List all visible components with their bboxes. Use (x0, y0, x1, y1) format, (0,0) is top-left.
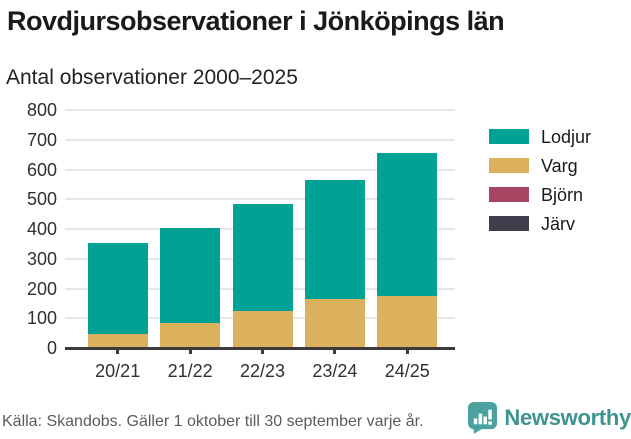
legend-item-lodjur: Lodjur (489, 127, 629, 147)
legend-swatch-lodjur (489, 129, 529, 144)
bar-segment-varg-22-23 (232, 311, 293, 348)
bar-segment-varg-20-21 (87, 333, 148, 348)
legend-item-järv: Järv (489, 214, 629, 234)
bar-segment-lodjur-23-24 (304, 179, 365, 299)
bar-segment-varg-21-22 (160, 322, 221, 348)
x-axis-category-label: 22/23 (239, 361, 286, 381)
bar-segment-varg-24-25 (377, 296, 438, 348)
legend-label: Lodjur (541, 127, 592, 147)
y-axis-tick-label: 500 (26, 189, 57, 210)
x-axis-tick (261, 349, 264, 354)
gridline-500 (65, 198, 455, 201)
newsworthy-logo[interactable]: Newsworthy (467, 401, 631, 434)
bar-segment-varg-23-24 (304, 298, 365, 348)
y-axis-tick-label: 0 (46, 338, 57, 358)
x-axis-tick (333, 349, 337, 354)
legend-item-varg: Varg (489, 156, 629, 176)
page-title: Rovdjursobservationer i Jönköpings län (7, 6, 505, 36)
bar-segment-lodjur-24-25 (377, 152, 438, 297)
y-axis-tick-label: 200 (26, 278, 57, 299)
y-axis-tick-label: 700 (26, 129, 57, 150)
legend-label: Varg (541, 156, 578, 176)
chart-subtitle: Antal observationer 2000–2025 (6, 66, 298, 89)
newsworthy-bubble-chart-icon (467, 401, 498, 434)
legend-label: Björn (541, 185, 584, 205)
bar-segment-lodjur-20-21 (87, 243, 148, 334)
y-axis-tick-label: 100 (26, 308, 57, 329)
bar-segment-lodjur-21-22 (160, 228, 221, 323)
gridline-700 (65, 138, 455, 141)
x-axis-category-label: 24/25 (384, 361, 430, 381)
x-axis-tick (405, 349, 409, 354)
x-axis-category-label: 20/21 (95, 361, 141, 381)
x-axis-line (65, 347, 455, 350)
x-axis-tick (116, 349, 120, 354)
gridline-600 (65, 168, 455, 171)
legend-label: Järv (541, 214, 576, 234)
source-note: Källa: Skandobs. Gäller 1 oktober till 3… (2, 413, 424, 430)
y-axis-tick-label: 400 (26, 219, 57, 239)
x-axis-category-label: 21/22 (167, 361, 213, 381)
newsworthy-wordmark: Newsworthy (504, 404, 631, 430)
legend-item-björn: Björn (489, 185, 629, 205)
gridline-800 (65, 109, 455, 111)
y-axis-tick-label: 600 (26, 159, 57, 180)
y-axis-tick-label: 800 (26, 100, 57, 120)
legend-swatch-järv (489, 216, 529, 231)
legend-swatch-björn (489, 187, 529, 202)
legend-swatch-varg (489, 158, 529, 173)
x-axis-category-label: 23/24 (312, 361, 358, 381)
x-axis-tick (188, 349, 192, 354)
y-axis-tick-label: 300 (26, 248, 57, 269)
bar-segment-lodjur-22-23 (232, 204, 293, 312)
